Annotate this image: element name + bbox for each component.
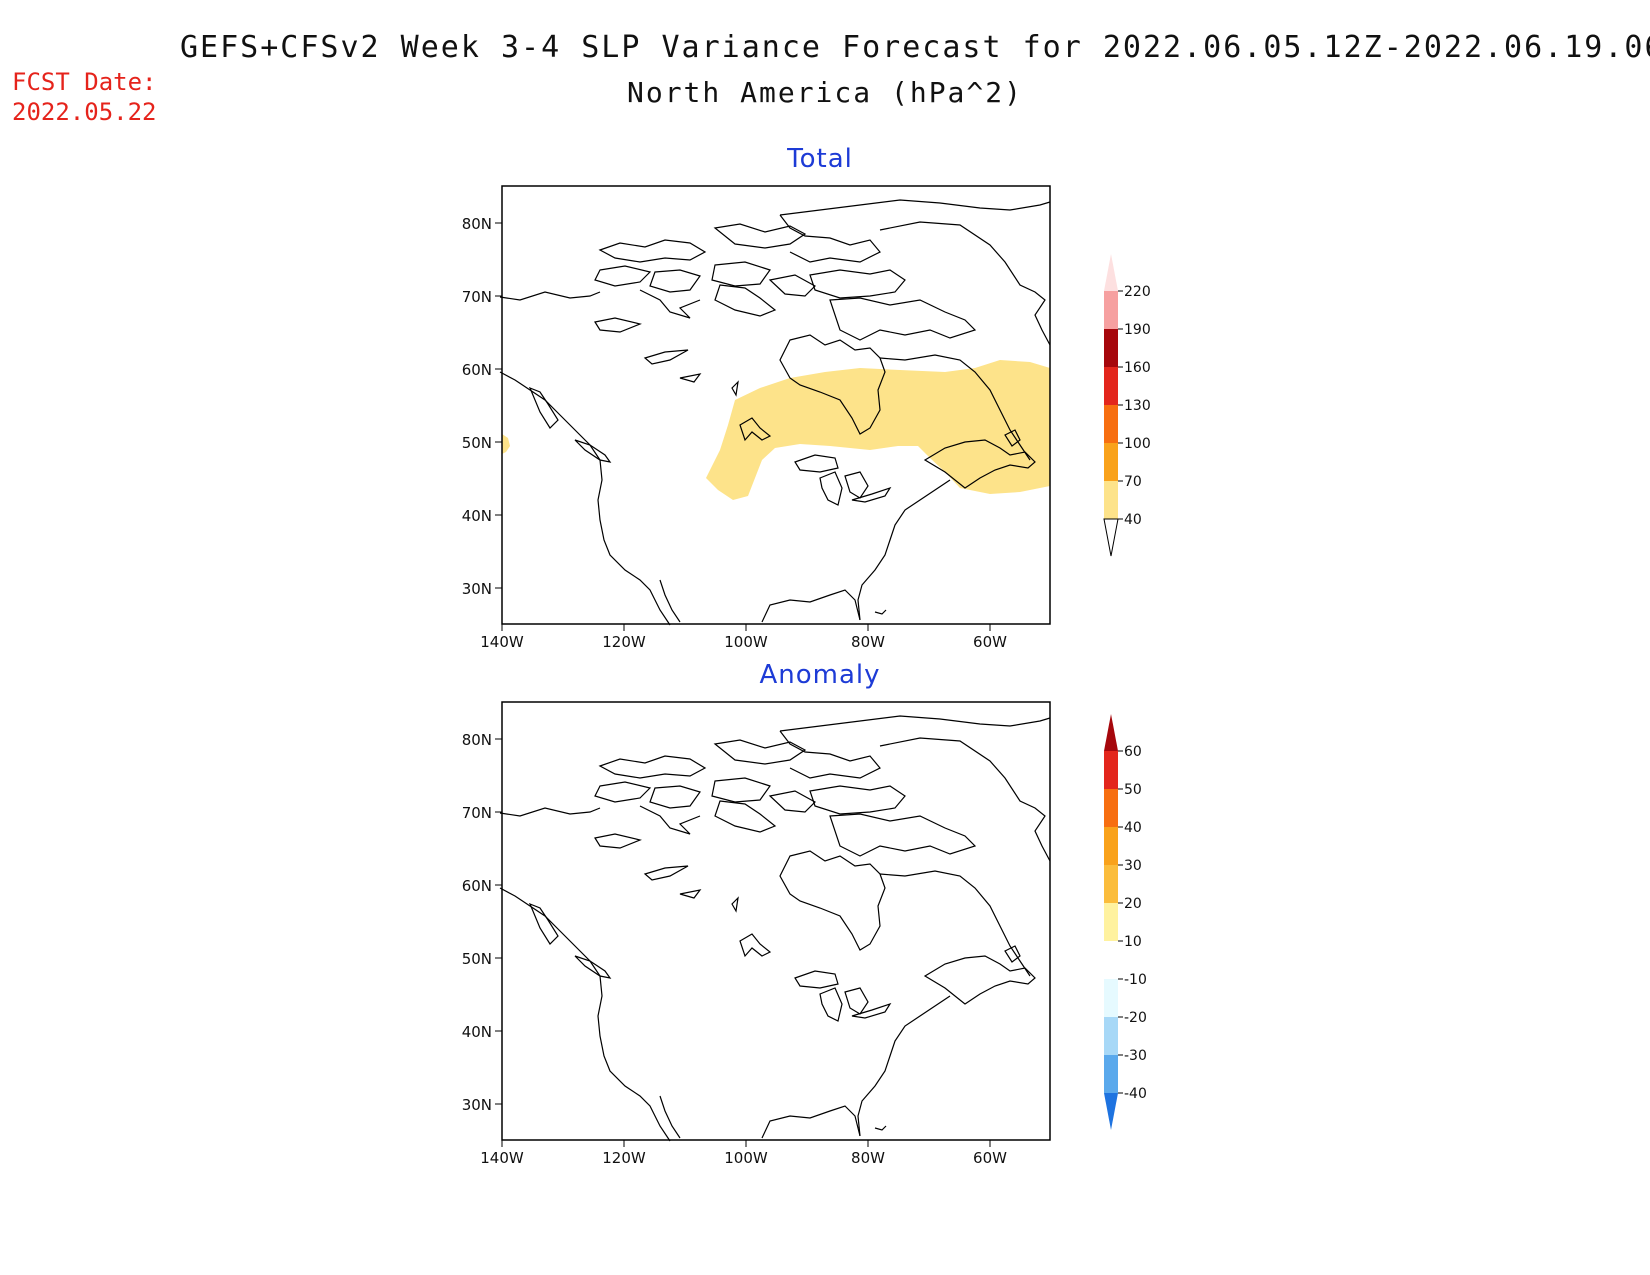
lat-label: 40N	[462, 507, 492, 525]
colorbar-swatch	[1104, 481, 1118, 519]
colorbar-swatch	[1104, 405, 1118, 443]
colorbar-label: 40	[1124, 820, 1142, 836]
lon-label: 140W	[480, 633, 524, 651]
colorbar-label: 30	[1124, 858, 1142, 874]
chart-subtitle: North America (hPa^2)	[626, 76, 1023, 109]
colorbar-label: 190	[1124, 322, 1151, 338]
colorbar-swatch	[1104, 979, 1118, 1017]
chart-title: GEFS+CFSv2 Week 3-4 SLP Variance Forecas…	[180, 30, 1650, 65]
map-panel-anomaly: 80N 70N 60N 50N 40N 30N 140W 120W 100W 8…	[462, 701, 1051, 1167]
lat-ticks-total: 80N 70N 60N 50N 40N 30N	[462, 215, 502, 598]
lon-label: 120W	[602, 633, 646, 651]
lat-label: 60N	[462, 361, 492, 379]
colorbar-swatch	[1104, 865, 1118, 903]
forecast-date-label: FCST Date:	[12, 68, 157, 96]
colorbar-swatch	[1104, 367, 1118, 405]
lat-label: 80N	[462, 215, 492, 233]
variance-shaded-region	[502, 360, 1050, 500]
colorbar-label: 60	[1124, 744, 1142, 760]
lat-label: 70N	[462, 804, 492, 822]
lat-label: 50N	[462, 434, 492, 452]
colorbar-swatch	[1104, 329, 1118, 367]
lat-ticks-anomaly: 80N 70N 60N 50N 40N 30N	[462, 731, 502, 1114]
lon-label: 80W	[851, 633, 885, 651]
lon-label: 60W	[973, 633, 1007, 651]
colorbar-swatch	[1104, 291, 1118, 329]
colorbar-swatch	[1104, 443, 1118, 481]
lat-label: 30N	[462, 580, 492, 598]
colorbar-swatch	[1104, 751, 1118, 789]
colorbar-swatch	[1104, 941, 1118, 979]
colorbar-anomaly: 60 50 40 30 20 10 -10 -20 -30 -40	[1104, 714, 1147, 1130]
map-frame-total	[501, 185, 1051, 625]
map-frame-anomaly	[501, 701, 1051, 1141]
colorbar-label: 100	[1124, 436, 1151, 452]
colorbar-top-arrow	[1104, 714, 1118, 751]
colorbar-label: -10	[1124, 972, 1147, 988]
colorbar-swatch	[1104, 1017, 1118, 1055]
forecast-date-value: 2022.05.22	[12, 98, 157, 126]
lat-label: 30N	[462, 1096, 492, 1114]
colorbar-label: -30	[1124, 1048, 1147, 1064]
colorbar-label: 50	[1124, 782, 1142, 798]
colorbar-swatch	[1104, 903, 1118, 941]
colorbar-label: -40	[1124, 1086, 1147, 1102]
lon-label: 140W	[480, 1149, 524, 1167]
colorbar-top-arrow	[1104, 254, 1118, 291]
lat-label: 70N	[462, 288, 492, 306]
lon-ticks-total: 140W 120W 100W 80W 60W	[480, 624, 1007, 651]
colorbar-bottom-arrow	[1103, 518, 1119, 557]
lon-label: 80W	[851, 1149, 885, 1167]
lat-label: 80N	[462, 731, 492, 749]
lat-label: 60N	[462, 877, 492, 895]
colorbar-label: 160	[1124, 360, 1151, 376]
colorbar-label: 10	[1124, 934, 1142, 950]
lon-label: 100W	[724, 1149, 768, 1167]
lon-ticks-anomaly: 140W 120W 100W 80W 60W	[480, 1140, 1007, 1167]
colorbar-swatch	[1104, 827, 1118, 865]
panel-title-total: Total	[787, 144, 853, 174]
lon-label: 120W	[602, 1149, 646, 1167]
colorbar-label: 130	[1124, 398, 1151, 414]
colorbar-label: 40	[1124, 512, 1142, 528]
panel-title-anomaly: Anomaly	[759, 660, 881, 690]
colorbar-swatch	[1104, 1055, 1118, 1093]
colorbar-bottom-arrow	[1104, 1093, 1118, 1130]
colorbar-total: 40 70 100 130 160 190 220	[1103, 254, 1151, 557]
lon-label: 100W	[724, 633, 768, 651]
lon-label: 60W	[973, 1149, 1007, 1167]
lat-label: 40N	[462, 1023, 492, 1041]
colorbar-swatch	[1104, 789, 1118, 827]
colorbar-label: 20	[1124, 896, 1142, 912]
colorbar-label: -20	[1124, 1010, 1147, 1026]
colorbar-label: 70	[1124, 474, 1142, 490]
map-panel-total: 80N 70N 60N 50N 40N 30N 140W 120W 100W 8…	[462, 185, 1051, 651]
colorbar-label: 220	[1124, 284, 1151, 300]
lat-label: 50N	[462, 950, 492, 968]
